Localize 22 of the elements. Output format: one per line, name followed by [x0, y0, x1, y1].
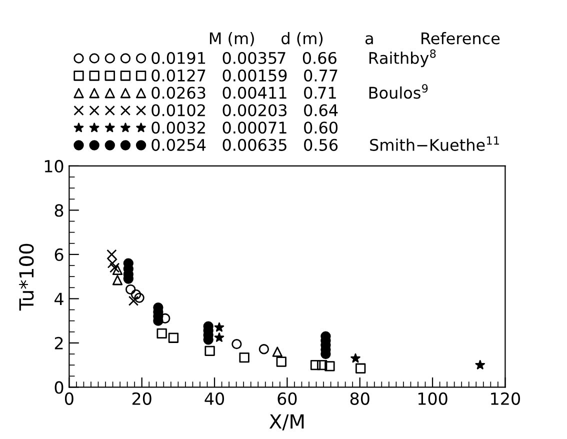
legend-label: 0.0263 0.00411 0.71 Boulos$^{9}$ [152, 84, 428, 99]
x-tick-label: 40 [204, 392, 224, 405]
legend-label: 0.0254 0.00635 0.56 Smith−Kuethe$^{11}$ [152, 136, 499, 151]
x-axis-title: X/M [269, 414, 304, 430]
y-tick-label: 10 [44, 160, 64, 173]
y-tick-label: 8 [54, 204, 64, 217]
legend-title: M (m) d (m) a Reference [210, 32, 500, 46]
legend-label: 0.0032 0.00071 0.60 [152, 122, 338, 134]
x-tick-label: 20 [132, 392, 152, 405]
legend-label: 0.0102 0.00203 0.64 [152, 104, 338, 116]
y-axis-title: Tu*100 [19, 244, 34, 311]
x-tick-label: 0 [64, 392, 74, 405]
legend-label: 0.0191 0.00357 0.66 Raithby$^{8}$ [152, 49, 436, 68]
x-tick-label: 100 [418, 392, 448, 405]
x-tick-label: 120 [491, 392, 520, 405]
x-tick-label: 60 [278, 392, 297, 405]
legend-label: 0.0127 0.00159 0.77 [152, 69, 338, 82]
x-tick-label: 80 [350, 392, 370, 405]
y-tick-label: 0 [54, 381, 64, 394]
y-tick-label: 6 [54, 248, 64, 262]
y-tick-label: 4 [54, 292, 64, 306]
y-tick-label: 2 [54, 336, 63, 350]
